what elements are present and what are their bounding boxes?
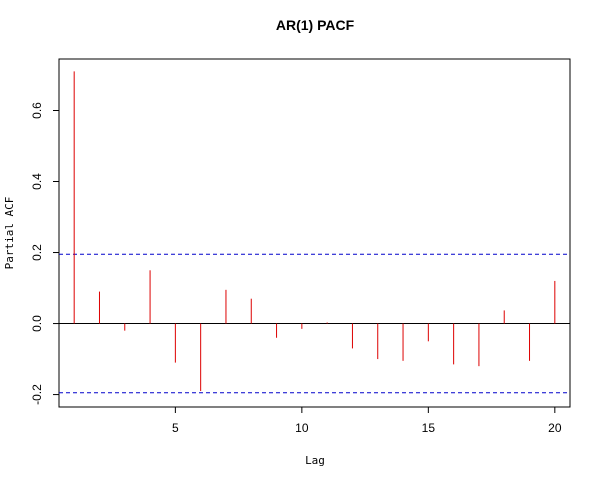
x-tick-label: 15 [422,421,436,435]
y-tick-label: -0.2 [30,384,44,405]
y-axis-label: Partial ACF [3,197,16,270]
chart-title: AR(1) PACF [276,17,355,33]
y-tick-label: 0.6 [30,102,44,119]
x-tick-label: 20 [548,421,562,435]
x-tick-label: 10 [295,421,309,435]
x-axis: 5 10 15 20 [172,407,562,435]
y-tick-label: 0.4 [30,173,44,190]
bars-layer [73,71,556,392]
y-axis: -0.2 0.0 0.2 0.4 0.6 [30,102,59,405]
plot-frame [58,58,571,408]
confidence-bounds-layer [59,253,570,394]
y-tick-label: 0.2 [30,244,44,261]
x-tick-label: 5 [172,421,179,435]
y-tick-label: 0.0 [30,315,44,332]
x-axis-label: Lag [305,454,325,467]
